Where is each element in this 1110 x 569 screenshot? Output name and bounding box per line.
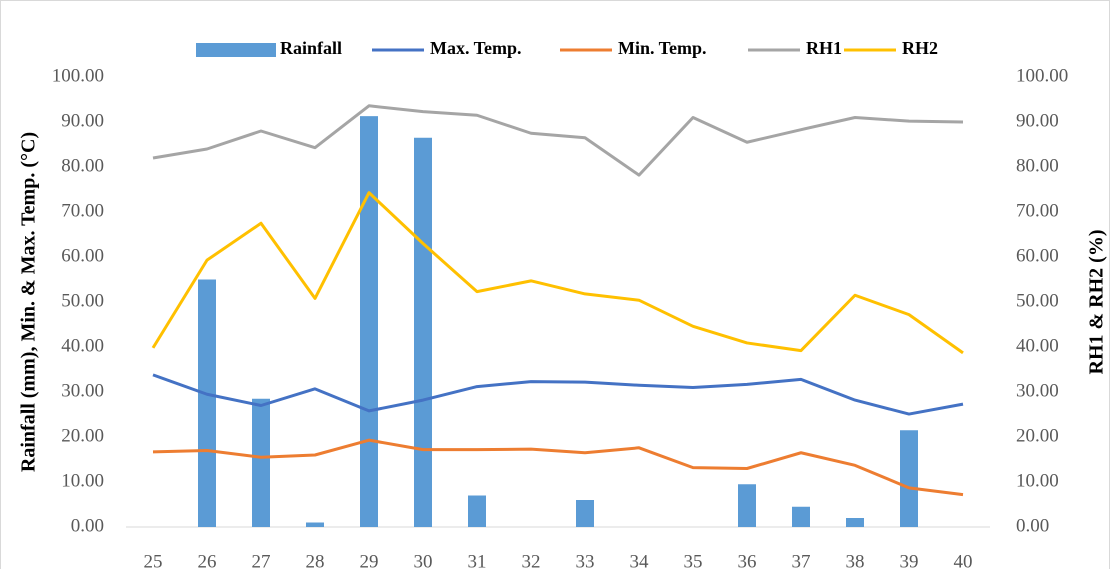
bar: [306, 522, 324, 527]
legend-swatch: [196, 43, 276, 57]
x-tick-label: 31: [468, 551, 487, 569]
x-tick-label: 28: [306, 551, 325, 569]
legend-label: Rainfall: [280, 38, 342, 58]
bar: [252, 398, 270, 527]
y-tick-label: 80.00: [61, 155, 104, 176]
y-tick-label: 70.00: [61, 200, 104, 221]
line-series: [151, 191, 964, 355]
x-tick-label: 32: [522, 551, 541, 569]
bar: [198, 279, 216, 527]
bar: [738, 484, 756, 527]
bar: [468, 495, 486, 527]
x-tick-label: 38: [846, 551, 865, 569]
y-tick-label: 60.00: [61, 245, 104, 266]
bar: [792, 506, 810, 527]
legend-label: RH2: [902, 38, 938, 58]
x-tick-label: 33: [576, 551, 595, 569]
x-tick-label: 36: [738, 551, 757, 569]
y-tick-label: 40.00: [61, 335, 104, 356]
y2-tick-label: 0.00: [1016, 515, 1049, 536]
bar: [576, 500, 594, 527]
x-tick-label: 37: [792, 551, 811, 569]
x-tick-label: 26: [198, 551, 217, 569]
y2-tick-label: 40.00: [1016, 335, 1059, 356]
x-tick-label: 39: [900, 551, 919, 569]
y2-axis-title: RH1 & RH2 (%): [1086, 230, 1108, 375]
line-series: [152, 438, 964, 497]
y-tick-label: 10.00: [61, 470, 104, 491]
x-tick-label: 35: [684, 551, 703, 569]
x-tick-label: 30: [414, 551, 433, 569]
y-tick-label: 30.00: [61, 380, 104, 401]
x-tick-label: 29: [360, 551, 379, 569]
line-series: [152, 373, 964, 416]
bar: [846, 518, 864, 527]
y-tick-label: 50.00: [61, 290, 104, 311]
y-axis-title: Rainfall (mm), Min. & Max. Temp. (°C): [18, 132, 40, 472]
legend-label: Min. Temp.: [618, 38, 707, 58]
y-tick-label: 90.00: [61, 110, 104, 131]
bar: [900, 430, 918, 527]
x-tick-label: 25: [144, 551, 163, 569]
y-tick-label: 100.00: [52, 65, 104, 86]
x-tick-label: 34: [630, 551, 650, 569]
bar: [414, 137, 432, 527]
line-series: [152, 104, 964, 177]
legend-label: RH1: [806, 38, 842, 58]
bar: [360, 116, 378, 528]
y2-tick-label: 10.00: [1016, 470, 1059, 491]
y-tick-label: 0.00: [71, 515, 104, 536]
y2-tick-label: 70.00: [1016, 200, 1059, 221]
y2-tick-label: 80.00: [1016, 155, 1059, 176]
x-tick-label: 40: [954, 551, 973, 569]
y2-tick-label: 20.00: [1016, 425, 1059, 446]
legend-label: Max. Temp.: [430, 38, 522, 58]
y2-tick-label: 30.00: [1016, 380, 1059, 401]
y2-tick-label: 50.00: [1016, 290, 1059, 311]
y2-tick-label: 90.00: [1016, 110, 1059, 131]
y-tick-label: 20.00: [61, 425, 104, 446]
y2-tick-label: 60.00: [1016, 245, 1059, 266]
x-tick-label: 27: [252, 551, 271, 569]
y2-tick-label: 100.00: [1016, 65, 1068, 86]
